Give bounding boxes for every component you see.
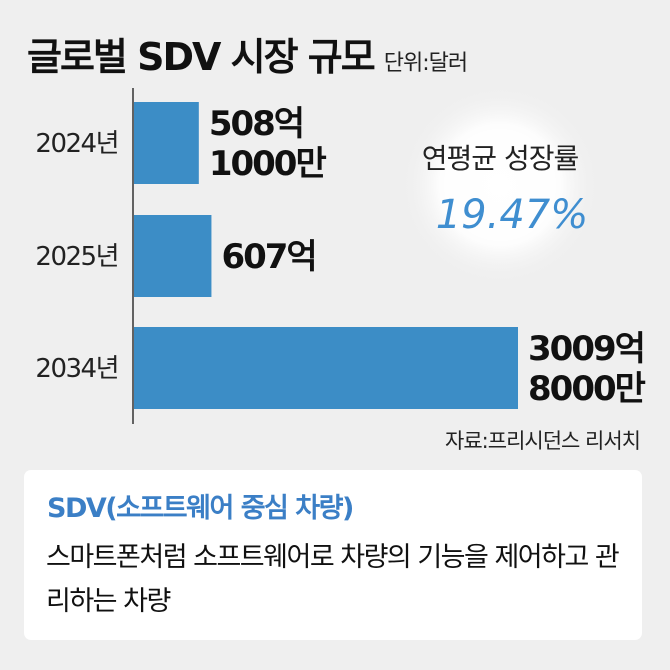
data-label-2-0: 3009억 [528, 329, 644, 369]
source-note: 자료:프리시던스 리서치 [445, 429, 641, 453]
unit-label: 단위:달러 [383, 51, 468, 76]
data-label-1-0: 607억 [221, 237, 315, 277]
cagr-glow [400, 85, 600, 285]
category-label-2: 2034년 [35, 354, 118, 384]
bar-2 [134, 327, 518, 409]
data-label-0-1: 1000만 [209, 144, 327, 184]
bar-1 [134, 215, 212, 297]
definition-text: 스마트폰처럼 소프트웨어로 차량의 기능을 제어하고 관리하는 차량 [46, 542, 620, 617]
cagr-value: 19.47% [436, 192, 589, 238]
chart-title: 글로벌 SDV 시장 규모 [27, 35, 376, 79]
definition-box: SDV(소프트웨어 중심 차량) 스마트폰처럼 소프트웨어로 차량의 기능을 제… [24, 470, 642, 640]
data-label-2-1: 8000만 [528, 369, 646, 409]
title-row: 글로벌 SDV 시장 규모 단위:달러 [27, 26, 468, 79]
bar-0 [134, 102, 199, 184]
category-label-0: 2024년 [35, 129, 118, 159]
category-label-1: 2025년 [35, 242, 118, 272]
cagr-label: 연평균 성장률 [422, 142, 579, 175]
data-label-0-0: 508억 [209, 104, 303, 144]
definition-term: SDV(소프트웨어 중심 차량) [47, 493, 354, 524]
